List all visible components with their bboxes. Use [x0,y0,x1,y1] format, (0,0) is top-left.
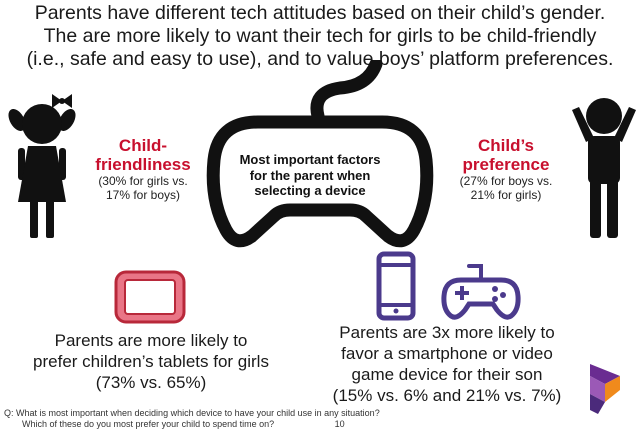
child-preference-detail-1: (27% for boys vs. [459,174,553,188]
child-friendliness-detail-1: (30% for girls vs. [98,174,188,188]
girls-finding: Parents are more likely to prefer childr… [20,330,282,393]
child-preference-detail-2: 21% for girls) [470,188,542,202]
boys-finding-line-1: Parents are 3x more likely to [339,323,555,342]
child-preference-title-2: preference [462,155,550,174]
footnote-line-2-row: Which of these do you most prefer your c… [4,419,564,430]
boys-finding-line-4: (15% vs. 6% and 21% vs. 7%) [332,386,562,405]
page-number: 10 [334,419,345,429]
footnote-line-1: Q: What is most important when deciding … [4,408,380,418]
child-friendliness-factor: Child- friendliness (30% for girls vs. 1… [88,136,198,202]
boys-finding-line-2: favor a smartphone or video [341,344,553,363]
boy-silhouette-icon [572,98,636,238]
tablet-icon [114,270,186,324]
center-caption-line-1: Most important factors [239,152,381,167]
footnote: Q: What is most important when deciding … [4,408,564,430]
girl-silhouette-icon [8,94,76,238]
boys-finding-line-3: game device for their son [351,365,543,384]
headline-line-1: Parents have different tech attitudes ba… [34,2,606,24]
center-caption: Most important factors for the parent wh… [230,152,390,199]
girls-finding-line-3: (73% vs. 65%) [95,373,207,392]
smartphone-icon [376,251,416,321]
girls-finding-line-2: prefer children’s tablets for girls [33,352,269,371]
controller-outline-icon [206,60,434,248]
footnote-line-2: Which of these do you most prefer your c… [22,419,275,429]
headline: Parents have different tech attitudes ba… [0,2,640,71]
headline-line-2: The are more likely to want their tech f… [43,25,597,47]
child-preference-factor: Child’s preference (27% for boys vs. 21%… [446,136,566,202]
child-friendliness-detail-2: 17% for boys) [105,188,181,202]
gamepad-icon [441,264,521,320]
child-friendliness-title-2: friendliness [95,155,191,174]
center-caption-line-2: for the parent when [249,167,371,183]
child-friendliness-title-1: Child- [118,136,168,155]
child-preference-title-1: Child’s [477,136,535,155]
boys-finding: Parents are 3x more likely to favor a sm… [322,322,572,406]
center-caption-line-3: selecting a device [254,183,366,198]
headline-line-3: (i.e., safe and easy to use), and to val… [26,48,614,70]
girls-finding-line-1: Parents are more likely to [54,331,248,350]
brand-logo-icon [590,364,620,414]
